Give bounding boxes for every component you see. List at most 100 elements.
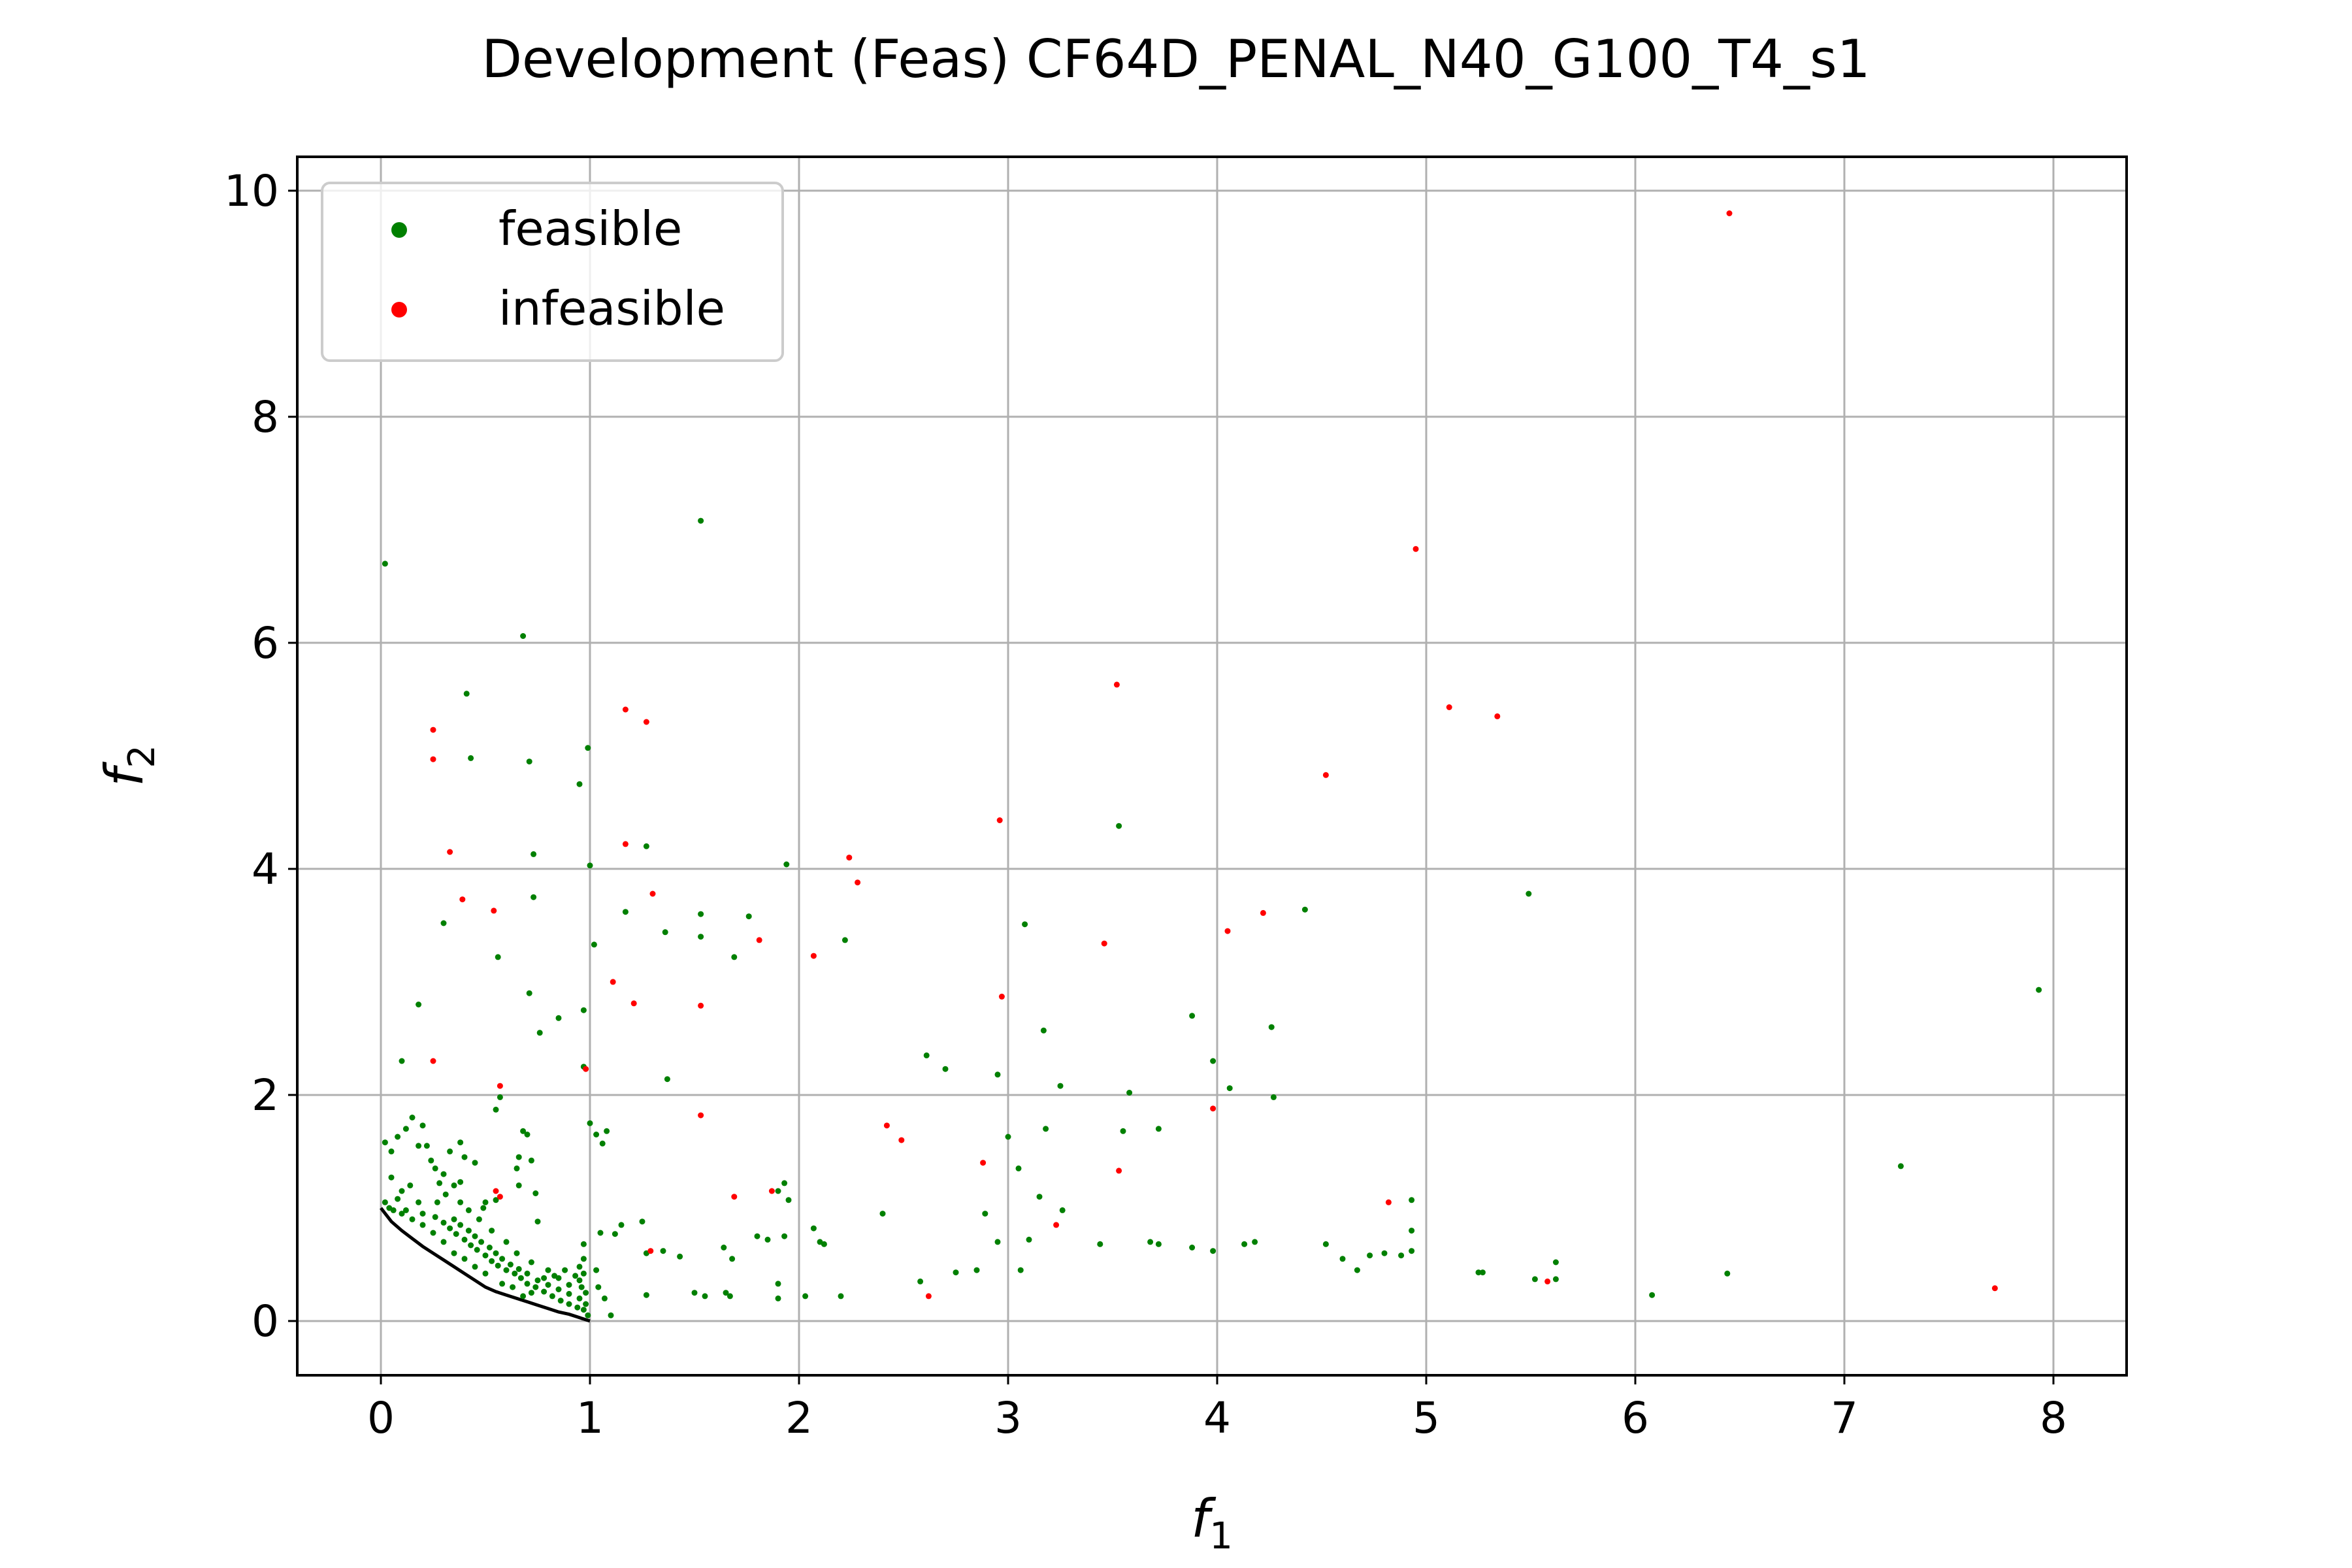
feasible-point-213 [462, 1256, 468, 1262]
feasible-point-176 [574, 1305, 580, 1311]
infeasible-point-18 [757, 937, 762, 943]
feasible-point-233 [428, 1158, 434, 1164]
feasible-point-93 [781, 1180, 787, 1186]
feasible-point-40 [1058, 1083, 1064, 1089]
infeasible-point-4 [1494, 713, 1500, 719]
feasible-point-3 [464, 691, 470, 696]
feasible-point-88 [821, 1241, 827, 1247]
y-tick-label-4: 8 [252, 392, 279, 442]
feasible-point-30 [537, 1030, 543, 1036]
feasible-point-20 [746, 913, 752, 919]
feasible-point-158 [441, 1220, 447, 1226]
infeasible-point-14 [855, 879, 860, 885]
feasible-point-117 [593, 1267, 599, 1273]
feasible-point-46 [1271, 1094, 1277, 1100]
feasible-point-132 [462, 1154, 468, 1160]
feasible-point-55 [995, 1239, 1001, 1245]
feasible-point-14 [623, 909, 629, 915]
feasible-point-49 [1120, 1128, 1126, 1134]
infeasible-point-38 [1386, 1200, 1392, 1205]
y-axis-label-subscript: 2 [121, 745, 163, 768]
y-tick-label-0: 0 [252, 1296, 279, 1347]
feasible-point-74 [1409, 1248, 1414, 1254]
feasible-point-25 [1302, 907, 1308, 913]
feasible-point-220 [391, 1207, 397, 1213]
feasible-point-140 [420, 1122, 426, 1128]
feasible-point-86 [811, 1226, 817, 1232]
feasible-point-182 [478, 1239, 484, 1245]
feasible-point-146 [433, 1166, 438, 1171]
feasible-point-230 [546, 1267, 551, 1273]
feasible-point-84 [1898, 1163, 1904, 1169]
infeasible-point-22 [1260, 910, 1266, 916]
feasible-point-90 [838, 1293, 844, 1299]
feasible-point-82 [1649, 1292, 1655, 1298]
feasible-point-99 [721, 1245, 727, 1250]
feasible-point-188 [525, 1271, 531, 1277]
infeasible-point-12 [623, 841, 629, 847]
x-tick-label-1: 1 [576, 1393, 604, 1443]
feasible-point-45 [1269, 1024, 1275, 1030]
feasible-point-96 [755, 1233, 760, 1239]
feasible-point-29 [527, 990, 532, 996]
chart-title: Development (Feas) CF64D_PENAL_N40_G100_… [482, 29, 1870, 90]
feasible-point-81 [1553, 1260, 1559, 1266]
feasible-point-172 [541, 1289, 547, 1295]
feasible-point-149 [416, 1200, 421, 1205]
feasible-point-236 [457, 1139, 463, 1145]
feasible-point-105 [677, 1254, 683, 1260]
feasible-point-85 [880, 1211, 886, 1217]
feasible-point-195 [581, 1271, 587, 1277]
feasible-point-223 [457, 1200, 463, 1205]
legend-marker-infeasible [391, 302, 407, 318]
feasible-point-206 [541, 1275, 547, 1281]
feasible-point-208 [520, 1293, 526, 1299]
feasible-point-122 [497, 1094, 503, 1100]
pareto-front [381, 1208, 590, 1321]
infeasible-point-11 [447, 849, 453, 855]
feasible-point-197 [581, 1241, 587, 1247]
feasible-point-94 [776, 1188, 781, 1194]
feasible-point-67 [1252, 1239, 1258, 1245]
feasible-point-204 [562, 1267, 568, 1273]
feasible-point-79 [1532, 1276, 1538, 1282]
feasible-point-78 [1480, 1269, 1486, 1275]
feasible-point-227 [504, 1239, 510, 1245]
infeasible-point-16 [459, 896, 465, 902]
feasible-point-179 [457, 1222, 463, 1228]
feasible-point-217 [420, 1222, 426, 1228]
feasible-point-109 [593, 1132, 599, 1137]
feasible-point-178 [451, 1217, 457, 1222]
infeasible-point-39 [1053, 1222, 1059, 1228]
feasible-point-130 [535, 1218, 541, 1224]
feasible-point-168 [512, 1271, 517, 1277]
infeasible-point-43 [926, 1293, 932, 1299]
feasible-point-0 [382, 561, 388, 566]
feasible-point-142 [395, 1134, 400, 1140]
feasible-point-207 [529, 1290, 534, 1296]
feasible-point-13 [591, 941, 597, 947]
x-tick-label-2: 2 [785, 1393, 813, 1443]
feasible-point-141 [403, 1126, 409, 1132]
feasible-point-196 [581, 1256, 587, 1262]
feasible-point-108 [644, 1292, 649, 1298]
feasible-point-114 [619, 1222, 625, 1228]
infeasible-point-5 [1323, 772, 1329, 778]
feasible-point-177 [581, 1307, 587, 1313]
feasible-point-134 [483, 1200, 489, 1205]
feasible-point-57 [1018, 1267, 1024, 1273]
feasible-point-143 [389, 1149, 395, 1154]
feasible-point-184 [493, 1250, 499, 1256]
infeasible-point-26 [999, 994, 1005, 1000]
feasible-point-27 [2036, 987, 2042, 993]
feasible-point-9 [587, 862, 593, 868]
feasible-point-125 [516, 1154, 522, 1160]
feasible-point-75 [1409, 1228, 1414, 1233]
feasible-point-214 [451, 1250, 457, 1256]
feasible-point-47 [1005, 1134, 1011, 1140]
feasible-point-137 [451, 1183, 457, 1188]
feasible-point-97 [781, 1233, 787, 1239]
feasible-point-120 [602, 1296, 608, 1301]
feasible-point-80 [1553, 1276, 1559, 1282]
feasible-point-232 [566, 1282, 572, 1288]
